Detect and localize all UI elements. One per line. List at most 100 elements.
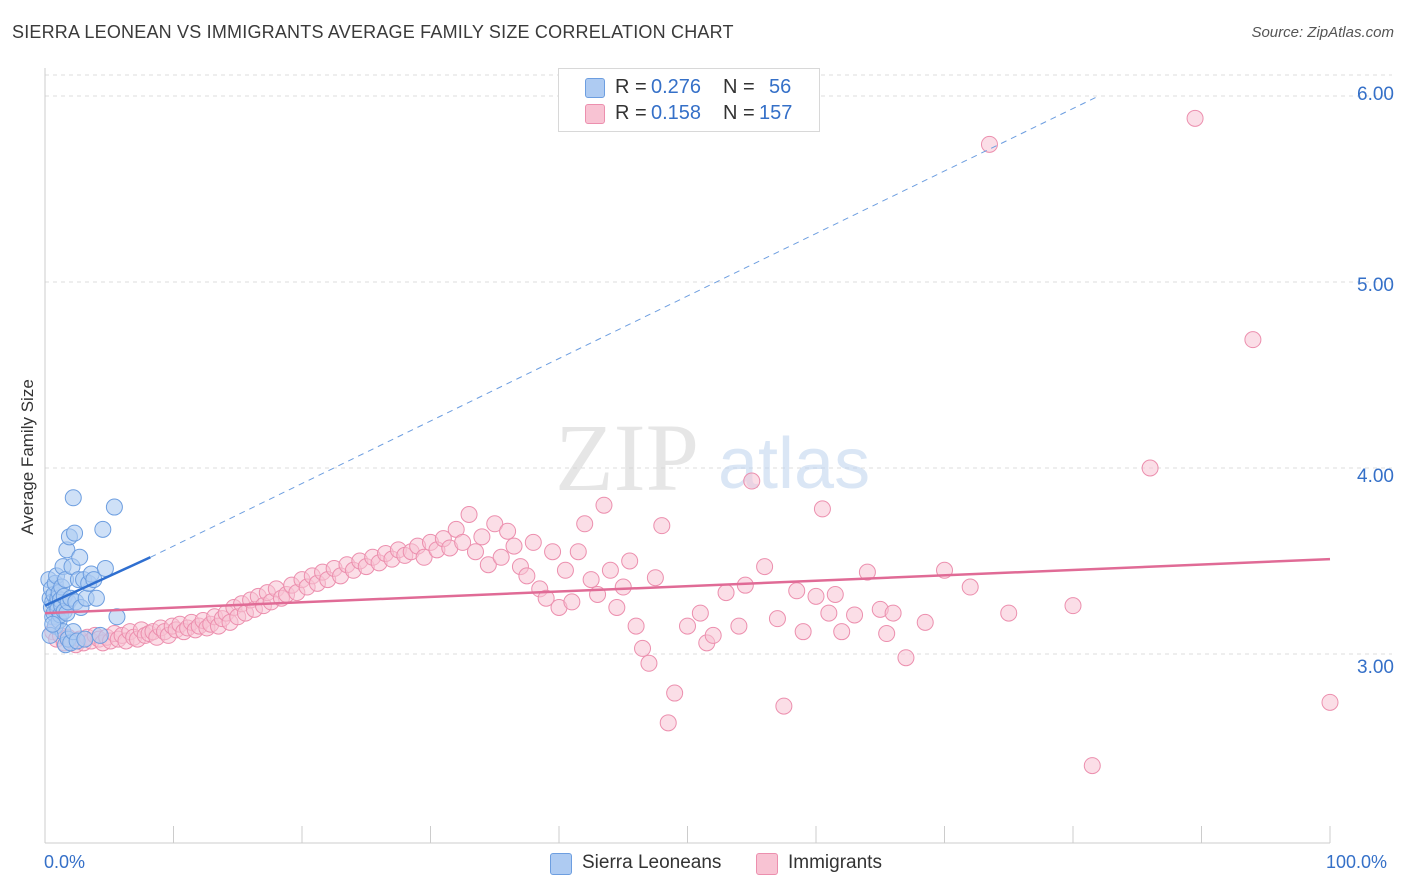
immigrants-point: [756, 558, 774, 576]
immigrants-swatch: [585, 104, 605, 124]
immigrants-point: [646, 569, 664, 587]
immigrants-legend-label: Immigrants: [788, 852, 882, 873]
sierra-legend-swatch: [550, 853, 572, 875]
immigrants-point: [1321, 693, 1339, 711]
immigrants-point: [897, 649, 915, 667]
trend-lines: [44, 95, 1331, 615]
immigrants-point: [492, 548, 510, 566]
r-value: 0.158: [651, 102, 702, 124]
sierra-leoneans-point: [71, 548, 89, 566]
immigrants-point: [794, 623, 812, 641]
immigrants-point: [466, 543, 484, 561]
immigrants-point: [563, 593, 581, 611]
immigrants-point: [627, 617, 645, 635]
sierra-swatch: [585, 78, 605, 98]
immigrants-point: [640, 654, 658, 672]
sierra-leoneans-point: [44, 615, 62, 633]
immigrants-point: [807, 587, 825, 605]
immigrants-point: [576, 515, 594, 533]
immigrants-point: [858, 563, 876, 581]
immigrants-point: [486, 515, 504, 533]
immigrants-point: [826, 585, 844, 603]
sierra-trend-line: [44, 556, 151, 607]
immigrants-point: [659, 714, 677, 732]
immigrants-points: [44, 109, 1339, 775]
sierra-leoneans-point: [96, 559, 114, 577]
immigrants-point: [846, 606, 864, 624]
watermark-zip: ZIP: [555, 404, 699, 511]
sierra-leoneans-point: [64, 489, 82, 507]
immigrants-point: [730, 617, 748, 635]
immigrants-point: [679, 617, 696, 635]
sierra-leoneans-point: [76, 630, 94, 648]
immigrants-point: [1000, 604, 1018, 622]
immigrants-point: [884, 604, 902, 622]
immigrants-point: [833, 623, 851, 641]
chart-title: SIERRA LEONEAN VS IMMIGRANTS AVERAGE FAM…: [12, 22, 734, 42]
sierra-leoneans-point: [108, 608, 126, 626]
n-value: 157: [759, 102, 793, 124]
immigrants-point: [1186, 109, 1204, 127]
immigrants-point: [691, 604, 709, 622]
watermark-atlas: atlas: [718, 424, 870, 504]
immigrants-point: [614, 578, 632, 596]
immigrants-point: [1083, 757, 1101, 775]
immigrants-point: [473, 528, 491, 546]
immigrants-point: [916, 613, 934, 631]
watermark: ZIP atlas: [555, 404, 870, 511]
immigrants-point: [1244, 331, 1262, 349]
immigrants-point: [768, 610, 786, 628]
immigrants-point: [505, 537, 523, 555]
immigrants-legend-swatch: [756, 853, 778, 875]
immigrants-point: [775, 697, 793, 715]
immigrants-point: [454, 533, 472, 551]
sierra-leoneans-point: [66, 524, 84, 542]
y-tick-label: 3.00: [1357, 657, 1394, 678]
immigrants-point: [666, 684, 684, 702]
immigrants-point: [813, 500, 831, 518]
immigrants-point: [524, 533, 542, 551]
immigrants-point: [556, 561, 574, 579]
n-label: N =: [723, 76, 755, 98]
immigrants-point: [704, 626, 722, 644]
r-value: 0.276: [651, 76, 702, 98]
sierra-leoneans-point: [105, 498, 123, 516]
immigrants-point: [569, 543, 587, 561]
immigrants-point: [621, 552, 639, 570]
immigrants-point: [820, 604, 838, 622]
immigrants-point: [634, 639, 652, 657]
y-axis-label: Average Family Size: [18, 379, 37, 535]
immigrants-point: [499, 522, 517, 540]
immigrants-point: [717, 584, 735, 602]
immigrants-point: [518, 567, 536, 585]
immigrants-point: [544, 543, 562, 561]
axes: [44, 68, 1331, 844]
immigrants-point: [878, 625, 896, 643]
sierra-leoneans-point: [87, 589, 105, 607]
immigrants-point: [788, 582, 806, 600]
immigrants-point: [479, 556, 497, 574]
immigrants-point: [595, 496, 613, 514]
immigrants-point: [415, 548, 433, 566]
y-tick-label: 6.00: [1357, 84, 1394, 105]
x-tick-label-min: 0.0%: [44, 852, 86, 872]
sierra-leoneans-point: [94, 520, 112, 538]
sierra-legend-label: Sierra Leoneans: [582, 852, 722, 873]
immigrants-point: [460, 506, 478, 523]
immigrants-point: [961, 578, 979, 596]
n-value: 56: [769, 76, 792, 98]
immigrants-point: [537, 589, 555, 607]
n-label: N =: [723, 102, 755, 124]
immigrants-point: [653, 517, 671, 535]
immigrants-point: [601, 561, 619, 579]
immigrants-point: [608, 599, 626, 616]
source-label: Source: ZipAtlas.com: [1251, 24, 1394, 41]
immigrants-point: [582, 571, 600, 589]
r-label: R =: [615, 76, 647, 98]
immigrants-trend-line: [44, 557, 1331, 615]
stats-legend: R = 0.276 N = 56 R = 0.158 N = 157: [558, 68, 820, 132]
immigrants-point: [743, 472, 761, 490]
immigrants-point: [980, 135, 998, 153]
immigrants-point: [1141, 459, 1159, 477]
